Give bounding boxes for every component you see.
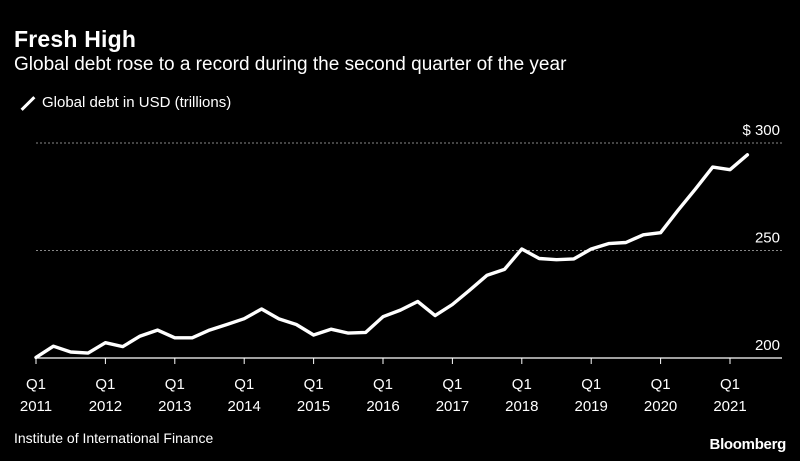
x-tick-year: 2019 — [575, 398, 608, 415]
x-tick-year: 2018 — [505, 398, 538, 415]
series-line — [34, 153, 750, 360]
x-tick-year: 2021 — [713, 398, 746, 415]
chart-title: Fresh High — [14, 26, 137, 52]
y-tick-label: 250 — [755, 230, 780, 247]
y-tick-label: 200 — [755, 337, 780, 354]
x-tick-year: 2013 — [158, 398, 191, 415]
grid-layer — [36, 142, 782, 359]
y-axis-labels: 200 250 $ 300 — [742, 122, 780, 354]
x-tick-year: 2011 — [20, 398, 52, 415]
source-note: Institute of International Finance — [14, 430, 214, 446]
x-tick-year: 2015 — [297, 398, 330, 415]
x-tick-quarter: Q1 — [581, 376, 601, 393]
bloomberg-logo: Bloomberg — [709, 436, 787, 453]
x-tick-quarter: Q1 — [651, 376, 671, 393]
x-tick-quarter: Q1 — [26, 376, 46, 393]
x-tick-quarter: Q1 — [373, 376, 393, 393]
x-tick-quarter: Q1 — [512, 376, 532, 393]
x-tick-quarter: Q1 — [95, 376, 115, 393]
x-tick-year: 2017 — [436, 398, 469, 415]
legend-label: Global debt in USD (trillions) — [42, 94, 232, 111]
chart-subtitle: Global debt rose to a record during the … — [14, 54, 567, 75]
x-tick-year: 2012 — [89, 398, 122, 415]
x-axis: Q1 2011 Q1 2012 Q1 2013 Q1 2014 Q1 2015 Q1 2016 Q1 20… — [20, 358, 747, 415]
x-tick-quarter: Q1 — [165, 376, 185, 393]
x-tick-year: 2014 — [228, 398, 261, 415]
x-tick-year: 2020 — [644, 398, 677, 415]
x-tick-quarter: Q1 — [234, 376, 254, 393]
series-layer — [34, 153, 750, 360]
y-tick-label: $ 300 — [742, 122, 780, 139]
x-tick-quarter: Q1 — [304, 376, 324, 393]
x-tick-quarter: Q1 — [720, 376, 740, 393]
legend: Global debt in USD (trillions) — [18, 94, 231, 111]
x-tick-quarter: Q1 — [442, 376, 462, 393]
x-tick-year: 2016 — [366, 398, 399, 415]
